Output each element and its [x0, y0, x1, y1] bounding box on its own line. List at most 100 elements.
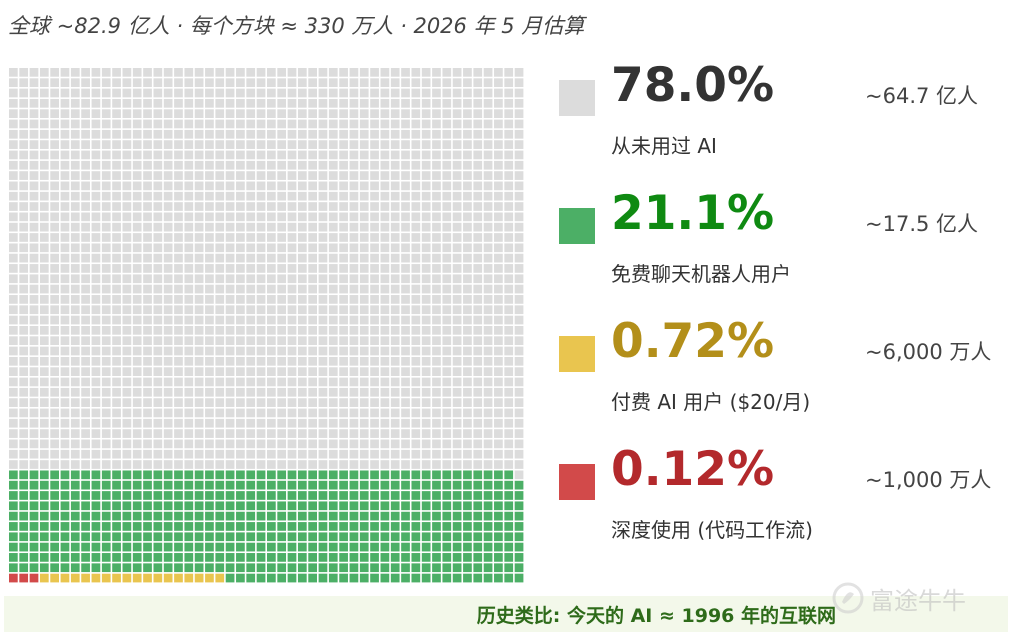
waffle-cell	[421, 140, 431, 149]
waffle-cell	[91, 532, 101, 542]
waffle-cell	[390, 191, 400, 201]
waffle-cell	[112, 346, 121, 356]
waffle-cell	[122, 305, 132, 315]
waffle-cell	[370, 233, 379, 242]
waffle-cell	[339, 274, 348, 284]
waffle-cell	[143, 68, 152, 77]
waffle-cell	[339, 212, 348, 222]
waffle-cell	[19, 418, 29, 428]
waffle-cell	[504, 160, 514, 170]
waffle-cell	[256, 140, 266, 149]
waffle-cell	[19, 274, 29, 284]
waffle-cell	[349, 119, 359, 129]
waffle-cell	[359, 449, 369, 459]
waffle-cell	[421, 222, 431, 232]
waffle-cell	[370, 68, 379, 77]
waffle-cell	[101, 274, 111, 284]
waffle-cell	[143, 398, 152, 407]
waffle-cell	[112, 171, 121, 180]
waffle-cell	[318, 398, 328, 407]
waffle-cell	[60, 326, 70, 335]
waffle-cell	[494, 191, 503, 201]
waffle-cell	[81, 129, 90, 139]
waffle-cell	[112, 68, 121, 77]
waffle-cell	[390, 264, 400, 273]
waffle-cell	[194, 284, 204, 294]
waffle-cell	[163, 160, 173, 170]
waffle-cell	[215, 542, 225, 552]
waffle-cell	[246, 181, 256, 191]
waffle-cell	[225, 171, 235, 180]
waffle-cell	[112, 284, 121, 294]
waffle-cell	[236, 449, 245, 459]
waffle-cell	[380, 470, 390, 480]
waffle-cell	[390, 542, 400, 552]
waffle-cell	[349, 408, 359, 418]
waffle-cell	[287, 140, 297, 149]
waffle-cell	[60, 140, 70, 149]
waffle-cell	[101, 222, 111, 232]
waffle-cell	[184, 356, 194, 366]
waffle-cell	[287, 387, 297, 397]
waffle-cell	[39, 408, 49, 418]
waffle-cell	[494, 150, 503, 160]
waffle-cell	[277, 109, 287, 118]
waffle-cell	[112, 315, 121, 325]
waffle-cell	[411, 253, 421, 263]
waffle-cell	[308, 253, 317, 263]
waffle-cell	[308, 326, 317, 335]
waffle-cell	[267, 119, 276, 129]
waffle-cell	[215, 243, 225, 253]
waffle-cell	[132, 377, 142, 387]
waffle-cell	[215, 233, 225, 242]
waffle-cell	[504, 295, 514, 304]
waffle-cell	[39, 511, 49, 521]
waffle-cell	[380, 553, 390, 562]
waffle-cell	[205, 160, 214, 170]
waffle-cell	[297, 109, 307, 118]
waffle-cell	[401, 429, 410, 438]
waffle-cell	[143, 553, 152, 562]
waffle-cell	[143, 222, 152, 232]
waffle-cell	[112, 212, 121, 222]
waffle-cell	[215, 295, 225, 304]
waffle-cell	[246, 243, 256, 253]
waffle-cell	[101, 439, 111, 449]
waffle-cell	[39, 532, 49, 542]
waffle-cell	[70, 491, 80, 500]
waffle-cell	[380, 295, 390, 304]
legend-swatch-heavy-users	[559, 464, 595, 500]
waffle-cell	[463, 418, 472, 428]
waffle-cell	[463, 274, 472, 284]
waffle-cell	[473, 532, 483, 542]
waffle-cell	[411, 202, 421, 211]
waffle-cell	[318, 439, 328, 449]
waffle-cell	[452, 511, 462, 521]
waffle-cell	[225, 109, 235, 118]
waffle-cell	[339, 346, 348, 356]
waffle-cell	[205, 253, 214, 263]
waffle-cell	[494, 491, 503, 500]
waffle-cell	[277, 439, 287, 449]
waffle-cell	[9, 160, 18, 170]
waffle-cell	[256, 150, 266, 160]
waffle-cell	[236, 542, 245, 552]
waffle-cell	[256, 78, 266, 88]
waffle-cell	[163, 356, 173, 366]
waffle-cell	[184, 274, 194, 284]
waffle-cell	[297, 418, 307, 428]
waffle-cell	[297, 181, 307, 191]
waffle-cell	[50, 377, 59, 387]
waffle-cell	[442, 222, 452, 232]
waffle-cell	[132, 150, 142, 160]
waffle-cell	[308, 264, 317, 273]
waffle-cell	[380, 264, 390, 273]
waffle-cell	[163, 202, 173, 211]
waffle-cell	[163, 109, 173, 118]
waffle-cell	[132, 171, 142, 180]
waffle-cell	[328, 542, 338, 552]
waffle-cell	[132, 326, 142, 335]
waffle-cell	[50, 129, 59, 139]
waffle-cell	[163, 243, 173, 253]
waffle-cell	[215, 253, 225, 263]
